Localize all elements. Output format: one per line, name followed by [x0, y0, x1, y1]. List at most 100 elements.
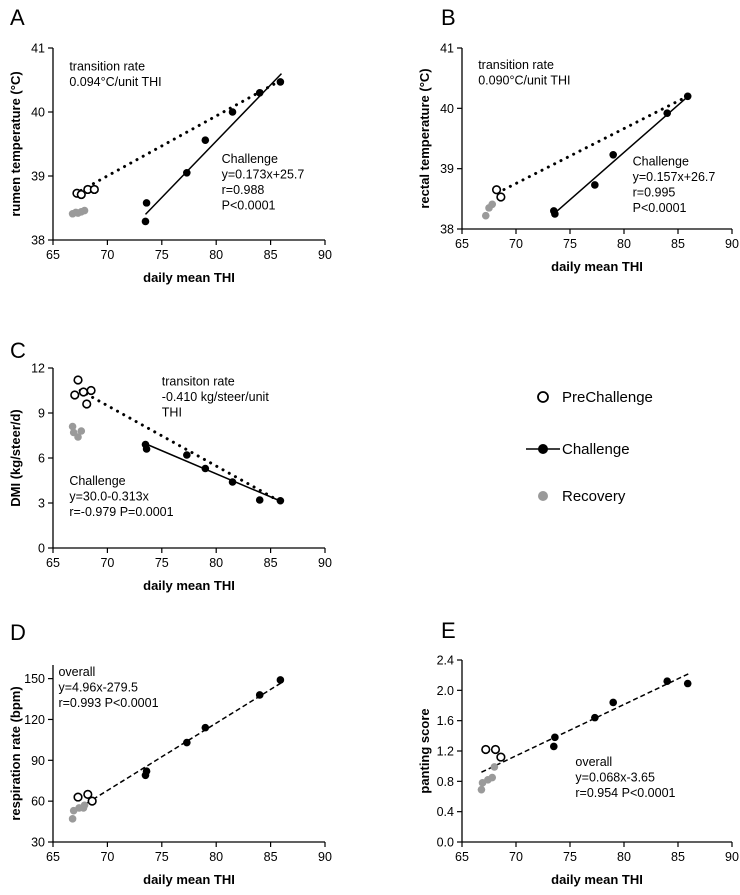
y-tick-label: 3 — [38, 497, 45, 511]
transition-line — [496, 94, 691, 195]
point-challenge — [255, 496, 264, 504]
point-challenge — [255, 89, 264, 97]
x-tick-label: 85 — [671, 850, 685, 864]
regression-line-overall — [481, 672, 690, 773]
panel-letter: B — [441, 5, 456, 30]
x-tick-label: 70 — [509, 237, 523, 251]
x-tick-label: 75 — [155, 248, 169, 262]
x-tick-label: 65 — [455, 850, 469, 864]
point-recovery — [488, 200, 497, 209]
point-recovery — [80, 801, 89, 810]
annotation-text: r=0.954 P<0.0001 — [575, 786, 675, 800]
point-prechallenge — [86, 385, 96, 396]
point-prechallenge — [89, 184, 99, 195]
point-prechallenge — [76, 189, 86, 200]
y-tick-label: 41 — [31, 42, 45, 56]
x-tick-label: 70 — [509, 850, 523, 864]
point-prechallenge — [491, 185, 502, 195]
chart-panel-c: C 65 70 75 80 85 90 0 3 6 9 12 daily mean THI DMI (kg… — [8, 338, 332, 593]
y-tick-label: 6 — [38, 452, 45, 466]
regression-line-challenge — [144, 73, 283, 215]
y-tick-label: 1.6 — [437, 714, 454, 728]
point-challenge — [551, 210, 559, 218]
y-tick-label: 1.2 — [437, 745, 454, 759]
point-challenge — [142, 445, 151, 453]
x-tick-label: 90 — [318, 850, 332, 864]
point-challenge — [183, 451, 191, 459]
annotation-text: overall — [58, 665, 95, 679]
y-tick-label: 90 — [31, 754, 45, 768]
point-recovery — [68, 815, 77, 823]
legend-label-prechallenge: PreChallenge — [562, 389, 653, 406]
legend-label-recovery: Recovery — [562, 488, 626, 505]
y-tick-label: 0 — [38, 542, 45, 556]
y-tick-label: 30 — [31, 836, 45, 850]
point-prechallenge — [490, 744, 501, 755]
y-axis-title: rumen temperature (°C) — [8, 71, 23, 216]
y-tick-label: 2.4 — [437, 654, 454, 668]
point-challenge — [201, 723, 210, 732]
x-tick-label: 90 — [318, 248, 332, 262]
x-axis-title: daily mean THI — [551, 259, 643, 274]
y-tick-label: 40 — [440, 102, 454, 116]
point-recovery — [481, 211, 490, 220]
annotation-text: Challenge — [222, 152, 278, 166]
point-recovery — [74, 433, 82, 441]
x-tick-label: 90 — [725, 237, 739, 251]
panel-letter: E — [441, 618, 456, 643]
point-challenge — [228, 478, 237, 486]
point-prechallenge — [73, 375, 83, 385]
x-axis-title: daily mean THI — [143, 578, 235, 593]
point-challenge — [142, 199, 151, 207]
x-tick-label: 75 — [155, 556, 169, 570]
point-challenge — [591, 181, 599, 189]
point-challenge — [201, 136, 210, 144]
legend-marker-challenge — [538, 444, 548, 454]
x-tick-label: 80 — [209, 248, 223, 262]
chart-panel-d: D 65 70 75 80 85 90 30 60 90 120 150 daily mean THI r… — [8, 620, 332, 887]
point-recovery — [68, 422, 77, 431]
point-prechallenge — [70, 390, 80, 400]
legend-marker-prechallenge — [537, 391, 549, 403]
x-tick-label: 65 — [455, 237, 469, 251]
y-tick-label: 9 — [38, 407, 45, 421]
chart-panel-a: A 65 70 75 80 85 90 38 39 40 41 daily mean THI rumen… — [8, 5, 332, 285]
annotation-text: y=4.96x-279.5 — [58, 680, 138, 694]
point-challenge — [183, 738, 191, 747]
x-tick-label: 70 — [100, 850, 114, 864]
point-challenge — [683, 679, 692, 688]
panel-letter: D — [10, 620, 26, 645]
point-challenge — [255, 691, 264, 699]
x-tick-label: 90 — [725, 850, 739, 864]
point-challenge — [276, 676, 285, 684]
legend-marker-recovery — [538, 491, 548, 501]
point-challenge — [276, 78, 285, 86]
point-prechallenge — [73, 792, 83, 802]
point-challenge — [228, 108, 237, 116]
x-tick-label: 80 — [617, 850, 631, 864]
annotation-text: -0.410 kg/steer/unit — [162, 390, 270, 404]
annotation-text: Challenge — [69, 474, 125, 488]
x-tick-label: 70 — [100, 556, 114, 570]
point-challenge — [609, 150, 617, 159]
x-tick-label: 75 — [563, 237, 577, 251]
y-tick-label: 120 — [24, 713, 45, 727]
point-challenge — [142, 767, 151, 775]
annotation-text: r=0.995 — [633, 186, 676, 200]
legend-label-challenge: Challenge — [562, 441, 630, 458]
point-challenge — [591, 713, 599, 722]
y-tick-label: 39 — [440, 162, 454, 176]
point-prechallenge — [481, 744, 491, 755]
x-tick-label: 75 — [563, 850, 577, 864]
annotation-text: y=0.157x+26.7 — [633, 170, 716, 184]
x-tick-label: 65 — [46, 556, 60, 570]
y-tick-label: 38 — [31, 234, 45, 248]
annotation-text: P<0.0001 — [222, 199, 276, 213]
x-tick-label: 80 — [209, 850, 223, 864]
point-recovery — [80, 206, 89, 215]
annotation-text: P<0.0001 — [633, 201, 687, 215]
annotation-text: transiton rate — [162, 374, 235, 388]
point-challenge — [141, 217, 150, 226]
x-tick-label: 80 — [209, 556, 223, 570]
